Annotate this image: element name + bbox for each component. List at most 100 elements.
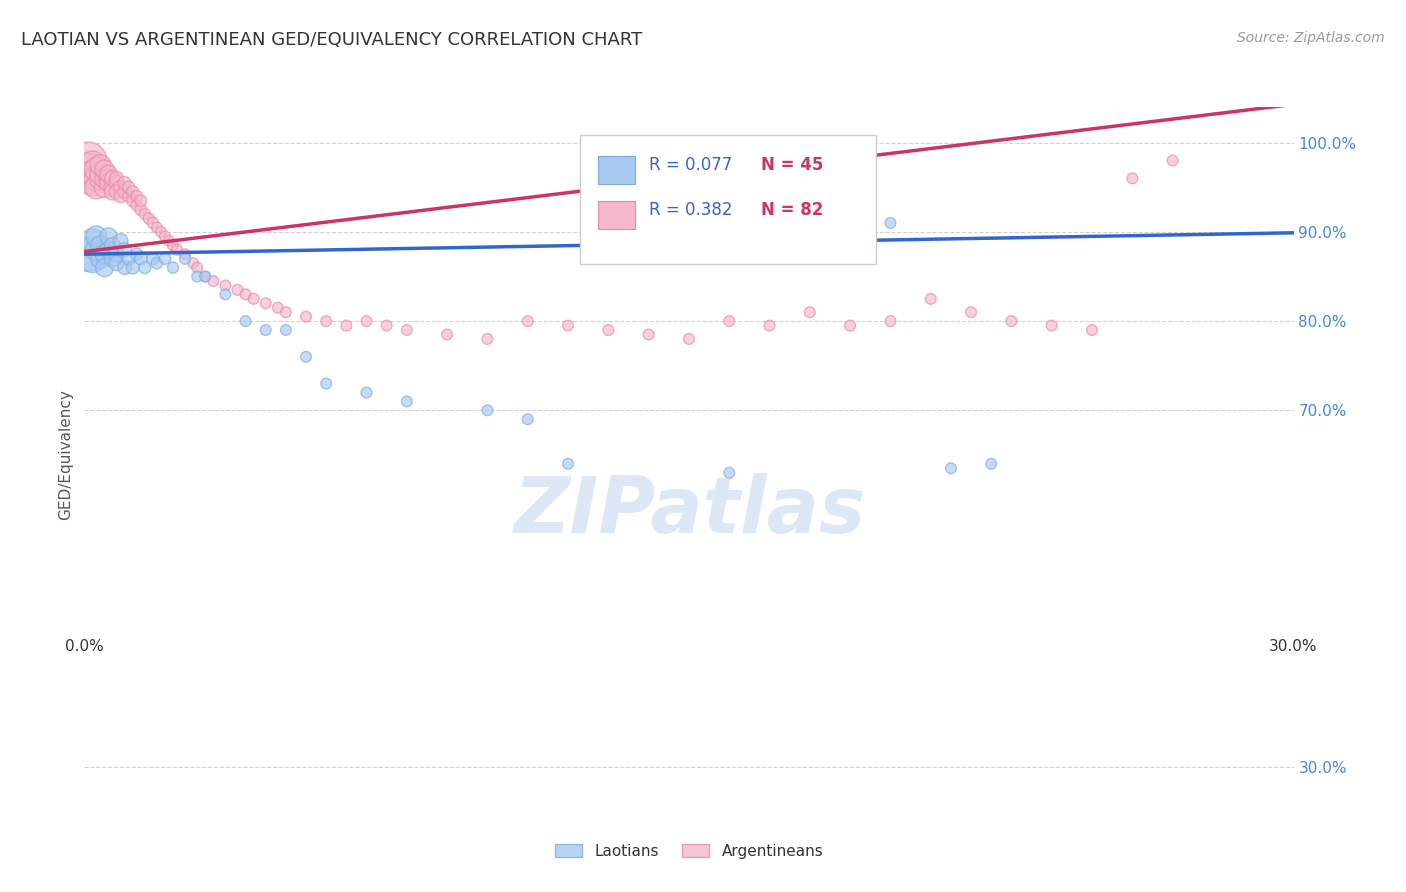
Point bbox=[121, 194, 143, 208]
Point bbox=[186, 269, 208, 284]
Point bbox=[718, 466, 741, 480]
Point bbox=[125, 198, 148, 212]
Point bbox=[477, 332, 499, 346]
Point bbox=[134, 207, 156, 221]
Point bbox=[980, 457, 1002, 471]
Point bbox=[101, 252, 124, 266]
Point bbox=[157, 234, 180, 248]
Point bbox=[194, 269, 217, 284]
Point bbox=[1040, 318, 1063, 333]
Point bbox=[557, 457, 579, 471]
Point bbox=[86, 162, 108, 177]
Point bbox=[101, 238, 124, 252]
Point bbox=[295, 310, 318, 324]
Point bbox=[920, 292, 942, 306]
Point bbox=[879, 314, 901, 328]
Point bbox=[274, 305, 297, 319]
Point bbox=[375, 318, 398, 333]
Point bbox=[77, 171, 100, 186]
Point bbox=[114, 243, 136, 257]
Point bbox=[214, 287, 236, 301]
Point bbox=[101, 171, 124, 186]
Point bbox=[557, 318, 579, 333]
Point bbox=[97, 229, 120, 244]
Text: ZIPatlas: ZIPatlas bbox=[513, 473, 865, 549]
Point bbox=[86, 180, 108, 194]
Point bbox=[110, 180, 132, 194]
Point bbox=[477, 403, 499, 417]
Point bbox=[77, 247, 100, 261]
FancyBboxPatch shape bbox=[599, 201, 634, 229]
Point bbox=[89, 167, 111, 181]
Point bbox=[254, 323, 277, 337]
Text: 30.0%: 30.0% bbox=[1270, 640, 1317, 655]
Point bbox=[82, 234, 104, 248]
Point bbox=[138, 211, 160, 226]
Point bbox=[879, 216, 901, 230]
Point bbox=[516, 314, 538, 328]
Point bbox=[125, 189, 148, 203]
Point bbox=[315, 314, 337, 328]
Point bbox=[77, 153, 100, 168]
Point bbox=[395, 323, 418, 337]
Point bbox=[274, 323, 297, 337]
Point bbox=[214, 278, 236, 293]
Point bbox=[356, 314, 378, 328]
Point bbox=[105, 247, 128, 261]
Point bbox=[101, 185, 124, 199]
Point bbox=[799, 305, 821, 319]
Point bbox=[142, 216, 165, 230]
Point bbox=[758, 318, 780, 333]
Point bbox=[121, 185, 143, 199]
Point bbox=[89, 171, 111, 186]
Point bbox=[146, 220, 169, 235]
Point bbox=[77, 162, 100, 177]
Point bbox=[86, 243, 108, 257]
Point bbox=[202, 274, 225, 288]
Text: Source: ZipAtlas.com: Source: ZipAtlas.com bbox=[1237, 31, 1385, 45]
Point bbox=[97, 176, 120, 190]
Point bbox=[121, 260, 143, 275]
Point bbox=[839, 318, 862, 333]
Point bbox=[174, 252, 197, 266]
Point bbox=[82, 252, 104, 266]
Point bbox=[114, 185, 136, 199]
Point bbox=[598, 323, 620, 337]
Point bbox=[142, 252, 165, 266]
Point bbox=[86, 229, 108, 244]
Point bbox=[89, 252, 111, 266]
Point bbox=[1121, 171, 1143, 186]
Point bbox=[97, 243, 120, 257]
Point bbox=[86, 171, 108, 186]
Point bbox=[162, 238, 184, 252]
Point bbox=[118, 180, 141, 194]
Point bbox=[395, 394, 418, 409]
Point bbox=[1081, 323, 1104, 337]
Point bbox=[89, 238, 111, 252]
Point bbox=[97, 171, 120, 186]
Legend: Laotians, Argentineans: Laotians, Argentineans bbox=[548, 838, 830, 864]
Point bbox=[134, 260, 156, 275]
Point bbox=[516, 412, 538, 426]
Point bbox=[174, 247, 197, 261]
Point bbox=[89, 158, 111, 172]
Point bbox=[82, 167, 104, 181]
Point bbox=[101, 180, 124, 194]
Point bbox=[181, 256, 204, 270]
Point bbox=[1161, 153, 1184, 168]
Point bbox=[1000, 314, 1022, 328]
Point bbox=[82, 176, 104, 190]
Point bbox=[97, 167, 120, 181]
Point bbox=[315, 376, 337, 391]
Point bbox=[146, 256, 169, 270]
Point bbox=[110, 234, 132, 248]
Point bbox=[295, 350, 318, 364]
Point bbox=[254, 296, 277, 310]
Point bbox=[114, 176, 136, 190]
Point bbox=[118, 252, 141, 266]
Text: N = 82: N = 82 bbox=[762, 201, 824, 219]
Point bbox=[129, 202, 152, 217]
Point bbox=[93, 180, 115, 194]
Point bbox=[637, 327, 659, 342]
FancyBboxPatch shape bbox=[599, 156, 634, 184]
